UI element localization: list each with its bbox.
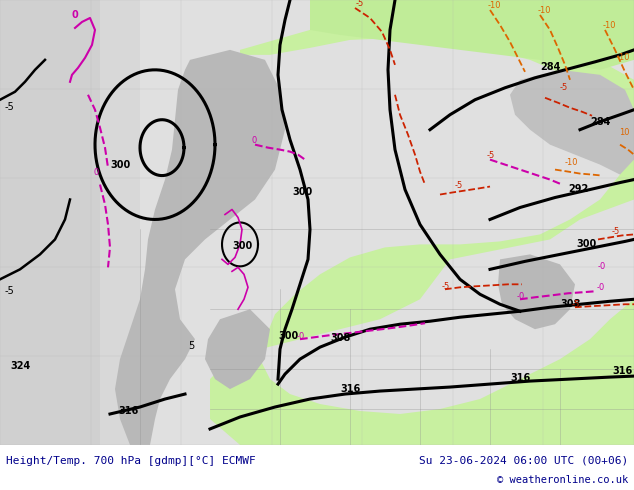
Text: -10: -10 bbox=[538, 6, 552, 15]
Text: -0: -0 bbox=[517, 292, 525, 301]
Text: 316: 316 bbox=[118, 406, 138, 416]
Text: 300: 300 bbox=[232, 242, 252, 251]
Text: 0: 0 bbox=[93, 168, 98, 176]
Text: -5: -5 bbox=[612, 227, 620, 237]
Text: 284: 284 bbox=[540, 62, 560, 72]
Bar bbox=[0, 0, 140, 445]
Text: -10: -10 bbox=[565, 158, 578, 167]
Bar bbox=[140, 0, 634, 445]
Text: 0: 0 bbox=[72, 10, 79, 20]
Text: -5: -5 bbox=[5, 286, 15, 296]
Text: Height/Temp. 700 hPa [gdmp][°C] ECMWF: Height/Temp. 700 hPa [gdmp][°C] ECMWF bbox=[6, 456, 256, 466]
Text: 300: 300 bbox=[576, 240, 596, 249]
Polygon shape bbox=[310, 0, 634, 70]
Text: -5: -5 bbox=[487, 150, 495, 160]
Polygon shape bbox=[498, 254, 575, 329]
Text: 316: 316 bbox=[340, 384, 360, 394]
Text: 300: 300 bbox=[278, 331, 298, 341]
Text: 300: 300 bbox=[292, 187, 313, 196]
Text: -10: -10 bbox=[617, 53, 630, 62]
Text: Su 23-06-2024 06:00 UTC (00+06): Su 23-06-2024 06:00 UTC (00+06) bbox=[418, 456, 628, 466]
Text: -0: -0 bbox=[297, 332, 305, 341]
Text: 316: 316 bbox=[612, 366, 632, 376]
Polygon shape bbox=[210, 20, 634, 445]
Text: 308: 308 bbox=[560, 299, 580, 309]
Text: 300: 300 bbox=[110, 160, 130, 170]
Text: -5: -5 bbox=[455, 180, 463, 190]
Polygon shape bbox=[510, 70, 634, 174]
Text: -10: -10 bbox=[603, 21, 616, 30]
Text: -0: -0 bbox=[597, 283, 605, 293]
Text: -5: -5 bbox=[356, 0, 365, 8]
Text: 5: 5 bbox=[188, 341, 194, 351]
Text: 10: 10 bbox=[619, 128, 630, 137]
Text: -5: -5 bbox=[442, 282, 450, 291]
Text: 284: 284 bbox=[590, 117, 611, 127]
Text: -0: -0 bbox=[598, 262, 606, 271]
Bar bbox=[0, 0, 100, 445]
Polygon shape bbox=[115, 50, 285, 445]
Text: 316: 316 bbox=[510, 373, 530, 383]
Text: -5: -5 bbox=[5, 102, 15, 112]
Text: 324: 324 bbox=[10, 361, 30, 371]
Text: -5: -5 bbox=[560, 83, 568, 92]
Text: -10: -10 bbox=[488, 1, 501, 10]
Text: -5: -5 bbox=[572, 300, 580, 309]
Text: © weatheronline.co.uk: © weatheronline.co.uk bbox=[497, 475, 628, 485]
Text: 0: 0 bbox=[252, 136, 257, 145]
Text: 308: 308 bbox=[330, 333, 351, 343]
Text: 292: 292 bbox=[568, 184, 588, 194]
Polygon shape bbox=[205, 309, 270, 389]
